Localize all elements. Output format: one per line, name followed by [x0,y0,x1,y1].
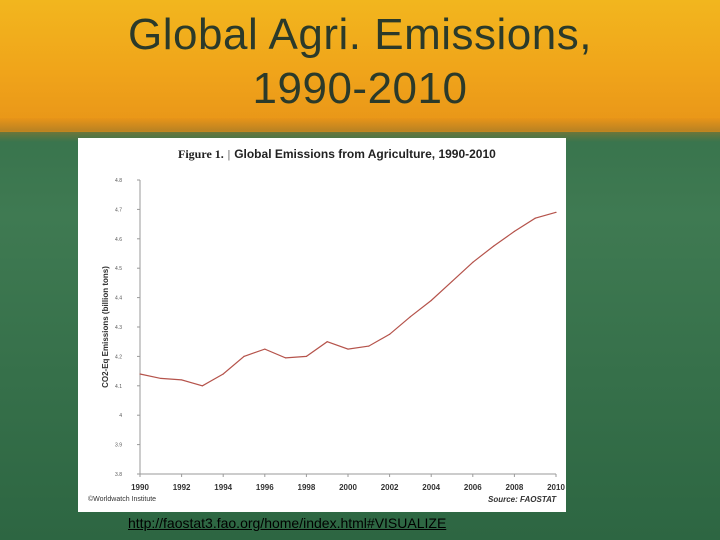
data-point [493,245,495,247]
y-tick-label: 4.2 [115,354,122,360]
data-point [243,355,245,357]
data-point [201,385,203,387]
data-point [326,341,328,343]
data-point [347,348,349,350]
data-point [305,355,307,357]
y-tick-label: 4.6 [115,237,122,243]
chart-figure: Figure 1. | Global Emissions from Agricult… [78,138,566,512]
x-tick-label: 1992 [173,483,191,492]
x-tick-label: 2008 [506,483,524,492]
data-point [534,217,536,219]
y-tick-label: 4.1 [115,384,122,390]
figure-credit: ©Worldwatch Institute [88,496,157,503]
x-tick-label: 1998 [298,483,316,492]
data-point [513,230,515,233]
data-point [264,348,266,350]
x-tick-label: 2010 [547,483,565,492]
figure-title: Figure 1. | Global Emissions from Agricult… [178,147,496,162]
slide-title-line-1: Global Agri. Emissions, [128,10,592,59]
data-point [285,357,287,359]
data-point [139,373,141,375]
data-point [181,379,183,381]
line-chart: 4.8 4.7 4.6 4.5 4.4 4.3 4.2 4.1 4 3.9 3.8 1990 1992 1… [101,178,565,492]
x-tick-label: 2000 [339,483,357,492]
x-tick-label: 2006 [464,483,482,492]
data-point [430,299,432,302]
y-tick-label: 4.4 [115,296,122,302]
y-axis-label: CO2-Eq Emissions (billion tons) [101,266,110,388]
data-point [222,373,224,375]
y-tick-label: 4 [119,413,122,419]
x-tick-label: 2004 [422,483,440,492]
data-point [555,211,557,213]
slide-title-line-2: 1990-2010 [252,64,468,113]
y-tick-label: 4.3 [115,325,122,331]
data-point [389,333,391,335]
figure-separator: | [227,147,231,161]
data-point [160,377,162,380]
figure-caption: Global Emissions from Agriculture, 1990-… [234,147,496,161]
x-tick-label: 1996 [256,483,274,492]
figure-source: Source: FAOSTAT [488,495,557,504]
y-tick-label: 3.8 [115,472,122,478]
data-point [409,316,411,318]
x-tick-label: 1990 [131,483,149,492]
faostat-link[interactable]: http://faostat3.fao.org/home/index.html#… [128,515,447,531]
figure-label: Figure 1. [178,147,224,161]
y-tick-label: 4.7 [115,207,122,213]
x-tick-label: 1994 [214,483,232,492]
y-tick-label: 4.8 [115,178,122,184]
series-line [139,211,557,387]
y-tick-label: 4.5 [115,266,122,272]
data-point [368,345,370,347]
data-point [451,280,453,283]
slide-header-band [0,0,720,132]
x-tick-label: 2002 [381,483,399,492]
slide-title: Global Agri. Emissions, 1990-2010 [0,8,720,116]
data-point [472,261,474,263]
y-tick-label: 3.9 [115,443,122,449]
